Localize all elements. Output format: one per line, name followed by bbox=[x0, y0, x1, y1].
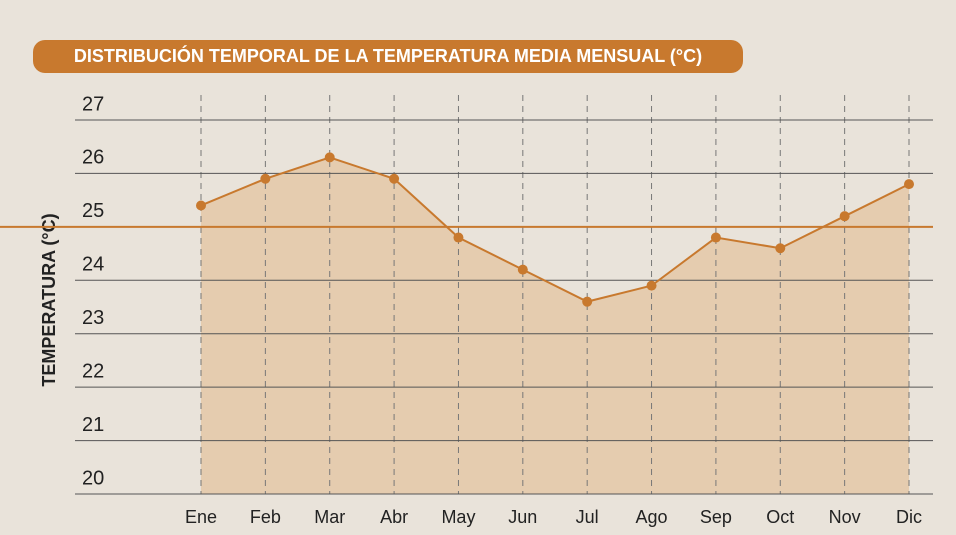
x-tick-label: Abr bbox=[380, 507, 408, 527]
point bbox=[710, 232, 721, 243]
x-tick-label: Feb bbox=[250, 507, 281, 527]
point bbox=[775, 243, 786, 254]
y-tick-label: 23 bbox=[82, 307, 104, 329]
x-tick-label: Jul bbox=[576, 507, 599, 527]
point bbox=[646, 280, 657, 291]
x-tick-label: Mar bbox=[314, 507, 345, 527]
y-axis-label: TEMPERATURA (°C) bbox=[39, 213, 59, 386]
line bbox=[200, 156, 910, 303]
title-badge bbox=[33, 40, 743, 73]
y-tick-label: 26 bbox=[82, 147, 104, 169]
y-tick-label: 24 bbox=[82, 254, 104, 276]
x-tick-label: Nov bbox=[829, 507, 861, 527]
x-tick-label: Ene bbox=[185, 507, 217, 527]
y-tick-label: 22 bbox=[82, 360, 104, 382]
x-tick-label: Ago bbox=[636, 507, 668, 527]
x-tick-label: Jun bbox=[508, 507, 537, 527]
chart-title: DISTRIBUCIÓN TEMPORAL DE LA TEMPERATURA … bbox=[74, 45, 702, 66]
y-tick-label: 21 bbox=[82, 414, 104, 436]
point bbox=[260, 173, 271, 184]
point bbox=[196, 200, 206, 211]
point bbox=[324, 152, 335, 163]
point bbox=[904, 179, 914, 190]
x-tick-label: May bbox=[441, 507, 475, 527]
y-tick-label: 20 bbox=[82, 467, 104, 489]
point bbox=[517, 264, 528, 275]
point bbox=[839, 211, 850, 222]
x-tick-label: Oct bbox=[766, 507, 794, 527]
x-tick-label: Dic bbox=[896, 507, 922, 527]
y-tick-label: 25 bbox=[82, 200, 104, 222]
area bbox=[201, 157, 909, 494]
y-tick-label: 27 bbox=[82, 93, 104, 115]
x-tick-label: Sep bbox=[700, 507, 732, 527]
point bbox=[582, 296, 593, 307]
point bbox=[453, 232, 464, 243]
point bbox=[389, 173, 400, 184]
